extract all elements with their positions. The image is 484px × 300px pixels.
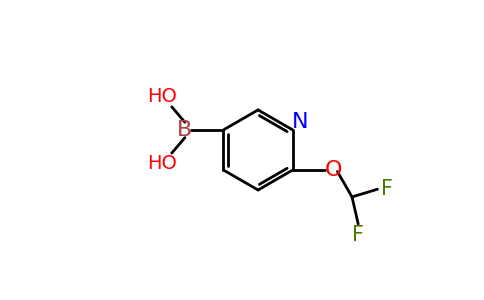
Text: HO: HO: [148, 154, 178, 173]
Text: F: F: [352, 225, 364, 245]
Text: B: B: [177, 120, 193, 140]
Text: F: F: [381, 179, 393, 199]
Text: O: O: [325, 160, 342, 180]
Text: N: N: [292, 112, 309, 132]
Text: HO: HO: [148, 87, 178, 106]
